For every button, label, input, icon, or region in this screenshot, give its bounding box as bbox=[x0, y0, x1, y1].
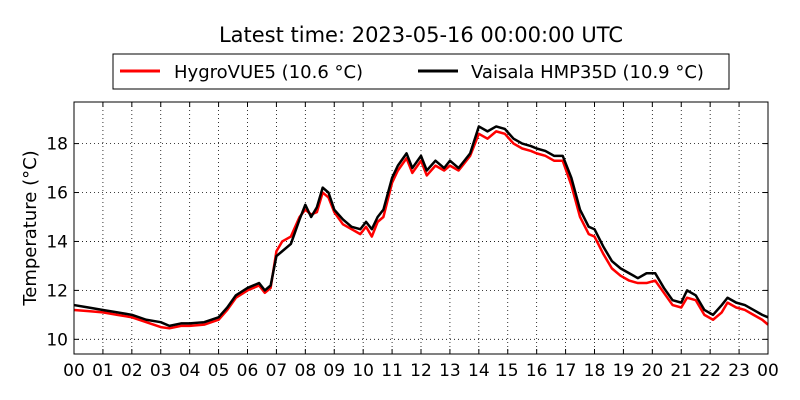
x-tick-label: 05 bbox=[208, 361, 230, 381]
x-tick-label: 19 bbox=[613, 361, 635, 381]
legend-label-vaisala: Vaisala HMP35D (10.9 °C) bbox=[471, 62, 704, 83]
y-tick-labels: 10 12 14 16 18 bbox=[46, 135, 68, 351]
y-tick-label: 12 bbox=[46, 281, 68, 301]
x-tick-label: 04 bbox=[179, 361, 201, 381]
x-tick-label: 20 bbox=[642, 361, 664, 381]
plot-frame bbox=[73, 101, 769, 355]
x-tick-label: 13 bbox=[439, 361, 461, 381]
y-tick-label: 10 bbox=[46, 330, 68, 350]
x-tick-label: 02 bbox=[121, 361, 143, 381]
x-tick-label: 07 bbox=[266, 361, 288, 381]
x-tick-label: 22 bbox=[699, 361, 721, 381]
y-tick-label: 16 bbox=[46, 184, 68, 204]
y-axis-label: Temperature (°C) bbox=[20, 150, 41, 306]
series-line-0 bbox=[73, 130, 769, 330]
x-tick-label: 14 bbox=[468, 361, 490, 381]
x-tick-label: 16 bbox=[526, 361, 548, 381]
x-tick-label: 10 bbox=[352, 361, 374, 381]
chart-title: Latest time: 2023-05-16 00:00:00 UTC bbox=[219, 23, 623, 47]
x-tick-label: 11 bbox=[381, 361, 403, 381]
grid bbox=[74, 102, 768, 354]
x-tick-label: 09 bbox=[323, 361, 345, 381]
legend-label-hygrovue5: HygroVUE5 (10.6 °C) bbox=[174, 62, 363, 83]
x-tick-label: 23 bbox=[728, 361, 750, 381]
y-tick-label: 18 bbox=[46, 135, 68, 155]
x-tick-label: 15 bbox=[497, 361, 519, 381]
x-tick-label: 06 bbox=[237, 361, 259, 381]
x-tick-label: 01 bbox=[92, 361, 114, 381]
x-tick-label: 12 bbox=[410, 361, 432, 381]
x-tick-label: 17 bbox=[555, 361, 577, 381]
x-tick-label: 03 bbox=[150, 361, 172, 381]
legend: HygroVUE5 (10.6 °C) Vaisala HMP35D (10.9… bbox=[112, 53, 730, 90]
x-tick-label: 00 bbox=[63, 361, 85, 381]
x-tick-label: 21 bbox=[670, 361, 692, 381]
x-tick-label: 18 bbox=[584, 361, 606, 381]
series-layer bbox=[73, 125, 769, 330]
ticks bbox=[73, 102, 769, 354]
y-tick-label: 14 bbox=[46, 232, 68, 252]
series-line-1 bbox=[73, 125, 769, 328]
x-tick-labels: 00 01 02 03 04 05 06 07 08 09 10 11 12 13 14 15 16 17 18 19… bbox=[63, 361, 779, 381]
x-tick-label: 08 bbox=[295, 361, 317, 381]
x-tick-label: 00 bbox=[757, 361, 779, 381]
